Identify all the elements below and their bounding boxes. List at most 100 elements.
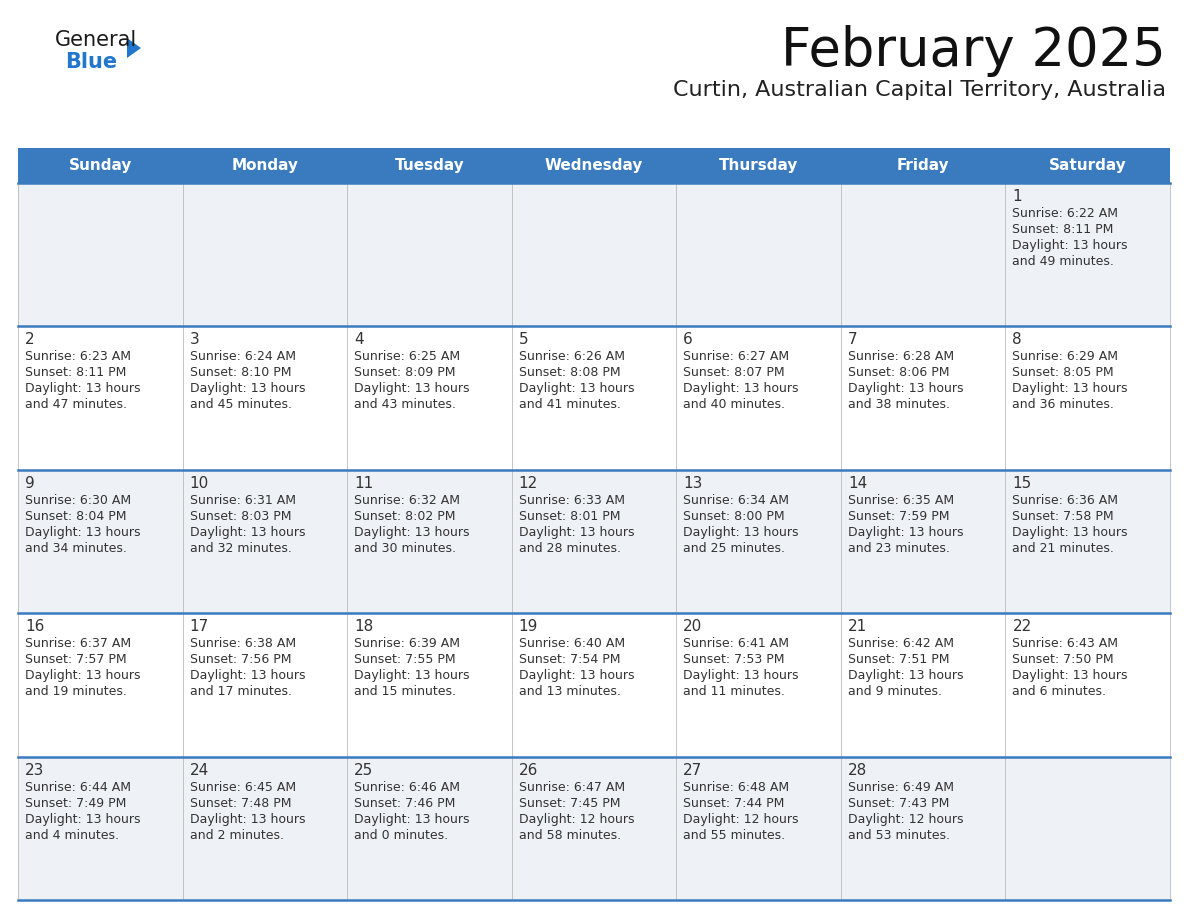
Text: Sunset: 8:11 PM: Sunset: 8:11 PM [1012,223,1114,236]
Text: Sunrise: 6:47 AM: Sunrise: 6:47 AM [519,780,625,793]
Text: 6: 6 [683,332,693,347]
Text: Daylight: 13 hours: Daylight: 13 hours [190,812,305,825]
Text: Monday: Monday [232,158,298,173]
Text: Daylight: 13 hours: Daylight: 13 hours [25,669,140,682]
Text: Sunset: 8:07 PM: Sunset: 8:07 PM [683,366,785,379]
Text: 28: 28 [848,763,867,778]
Text: Sunset: 8:00 PM: Sunset: 8:00 PM [683,509,785,522]
Text: and 11 minutes.: and 11 minutes. [683,685,785,699]
Text: and 28 minutes.: and 28 minutes. [519,542,620,554]
Text: Sunrise: 6:45 AM: Sunrise: 6:45 AM [190,780,296,793]
Text: Daylight: 13 hours: Daylight: 13 hours [354,812,469,825]
Text: Sunset: 7:45 PM: Sunset: 7:45 PM [519,797,620,810]
Text: Sunset: 7:51 PM: Sunset: 7:51 PM [848,654,949,666]
Text: and 58 minutes.: and 58 minutes. [519,829,621,842]
Text: Daylight: 13 hours: Daylight: 13 hours [683,669,798,682]
Text: Sunset: 8:08 PM: Sunset: 8:08 PM [519,366,620,379]
Text: 21: 21 [848,620,867,634]
Text: Sunset: 8:09 PM: Sunset: 8:09 PM [354,366,456,379]
Text: and 47 minutes.: and 47 minutes. [25,398,127,411]
Text: and 32 minutes.: and 32 minutes. [190,542,291,554]
Text: 13: 13 [683,476,702,491]
Text: Sunrise: 6:26 AM: Sunrise: 6:26 AM [519,351,625,364]
Text: 11: 11 [354,476,373,491]
Text: 16: 16 [25,620,44,634]
Text: Sunrise: 6:35 AM: Sunrise: 6:35 AM [848,494,954,507]
Text: Sunrise: 6:34 AM: Sunrise: 6:34 AM [683,494,789,507]
Text: 14: 14 [848,476,867,491]
Text: and 36 minutes.: and 36 minutes. [1012,398,1114,411]
Text: Saturday: Saturday [1049,158,1126,173]
Text: Daylight: 13 hours: Daylight: 13 hours [519,383,634,396]
Bar [18,613,1170,756]
Text: Sunset: 7:46 PM: Sunset: 7:46 PM [354,797,455,810]
Text: 19: 19 [519,620,538,634]
Text: Daylight: 13 hours: Daylight: 13 hours [25,812,140,825]
Text: General: General [55,30,138,50]
Text: Curtin, Australian Capital Territory, Australia: Curtin, Australian Capital Territory, Au… [672,80,1165,100]
Text: Friday: Friday [897,158,949,173]
Text: 24: 24 [190,763,209,778]
Bar [18,183,1170,327]
Text: Sunrise: 6:43 AM: Sunrise: 6:43 AM [1012,637,1118,650]
Text: Sunrise: 6:37 AM: Sunrise: 6:37 AM [25,637,131,650]
Bar [18,327,1170,470]
Text: Sunday: Sunday [69,158,132,173]
Text: and 25 minutes.: and 25 minutes. [683,542,785,554]
Text: 25: 25 [354,763,373,778]
Text: Sunset: 7:50 PM: Sunset: 7:50 PM [1012,654,1114,666]
Text: Daylight: 13 hours: Daylight: 13 hours [683,526,798,539]
Text: 17: 17 [190,620,209,634]
Text: Sunset: 8:03 PM: Sunset: 8:03 PM [190,509,291,522]
Text: Sunrise: 6:49 AM: Sunrise: 6:49 AM [848,780,954,793]
Text: and 23 minutes.: and 23 minutes. [848,542,949,554]
Text: Daylight: 13 hours: Daylight: 13 hours [190,669,305,682]
Text: Daylight: 13 hours: Daylight: 13 hours [1012,383,1127,396]
Text: Sunset: 7:53 PM: Sunset: 7:53 PM [683,654,785,666]
Text: Daylight: 13 hours: Daylight: 13 hours [848,669,963,682]
Text: Sunset: 8:02 PM: Sunset: 8:02 PM [354,509,456,522]
Text: Sunrise: 6:39 AM: Sunrise: 6:39 AM [354,637,460,650]
Text: and 49 minutes.: and 49 minutes. [1012,255,1114,268]
Text: February 2025: February 2025 [782,25,1165,77]
Text: 15: 15 [1012,476,1031,491]
Text: Sunrise: 6:38 AM: Sunrise: 6:38 AM [190,637,296,650]
Text: Daylight: 13 hours: Daylight: 13 hours [519,526,634,539]
Text: Sunrise: 6:40 AM: Sunrise: 6:40 AM [519,637,625,650]
Text: Thursday: Thursday [719,158,798,173]
Text: and 21 minutes.: and 21 minutes. [1012,542,1114,554]
Bar [18,148,1170,183]
Text: Tuesday: Tuesday [394,158,465,173]
Polygon shape [127,38,141,58]
Text: and 4 minutes.: and 4 minutes. [25,829,119,842]
Text: and 2 minutes.: and 2 minutes. [190,829,284,842]
Text: Daylight: 12 hours: Daylight: 12 hours [848,812,963,825]
Text: Sunrise: 6:29 AM: Sunrise: 6:29 AM [1012,351,1118,364]
Text: Sunrise: 6:30 AM: Sunrise: 6:30 AM [25,494,131,507]
Text: and 19 minutes.: and 19 minutes. [25,685,127,699]
Text: and 40 minutes.: and 40 minutes. [683,398,785,411]
Text: Sunset: 7:48 PM: Sunset: 7:48 PM [190,797,291,810]
Text: and 41 minutes.: and 41 minutes. [519,398,620,411]
Text: Daylight: 13 hours: Daylight: 13 hours [354,383,469,396]
Text: Sunrise: 6:22 AM: Sunrise: 6:22 AM [1012,207,1118,220]
Text: Wednesday: Wednesday [545,158,643,173]
Text: 27: 27 [683,763,702,778]
Bar [18,756,1170,900]
Text: Sunset: 7:56 PM: Sunset: 7:56 PM [190,654,291,666]
Text: Sunrise: 6:33 AM: Sunrise: 6:33 AM [519,494,625,507]
Text: Daylight: 13 hours: Daylight: 13 hours [848,383,963,396]
Text: Sunrise: 6:46 AM: Sunrise: 6:46 AM [354,780,460,793]
Text: 23: 23 [25,763,44,778]
Text: 22: 22 [1012,620,1031,634]
Text: and 38 minutes.: and 38 minutes. [848,398,950,411]
Text: Sunset: 8:11 PM: Sunset: 8:11 PM [25,366,126,379]
Text: Sunset: 8:05 PM: Sunset: 8:05 PM [1012,366,1114,379]
Text: Sunset: 7:49 PM: Sunset: 7:49 PM [25,797,126,810]
Text: Sunset: 8:04 PM: Sunset: 8:04 PM [25,509,126,522]
Text: and 45 minutes.: and 45 minutes. [190,398,291,411]
Text: Sunrise: 6:31 AM: Sunrise: 6:31 AM [190,494,296,507]
Text: Daylight: 12 hours: Daylight: 12 hours [519,812,634,825]
Text: 3: 3 [190,332,200,347]
Text: Daylight: 13 hours: Daylight: 13 hours [25,526,140,539]
